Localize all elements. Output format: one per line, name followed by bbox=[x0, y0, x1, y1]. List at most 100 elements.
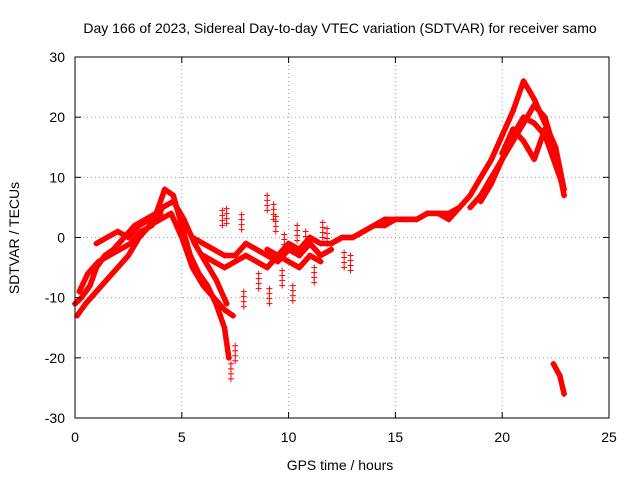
series-point bbox=[445, 210, 452, 217]
scatter-point bbox=[279, 282, 286, 289]
series-point bbox=[317, 258, 324, 265]
series-point bbox=[274, 252, 281, 259]
series-point bbox=[159, 204, 166, 211]
scatter-point bbox=[302, 243, 309, 250]
series-point bbox=[561, 390, 568, 397]
series-point bbox=[170, 192, 177, 199]
series-point bbox=[306, 252, 313, 259]
series-point bbox=[264, 264, 271, 271]
series-point bbox=[531, 102, 538, 109]
series-point bbox=[317, 240, 324, 247]
y-tick-label: -30 bbox=[45, 410, 65, 426]
y-tick-label: 30 bbox=[49, 49, 65, 65]
y-tick-label: -10 bbox=[45, 290, 65, 306]
series-point bbox=[136, 234, 143, 241]
series-point bbox=[202, 258, 209, 265]
series-point bbox=[114, 228, 121, 235]
series-point bbox=[200, 252, 207, 259]
series-point bbox=[232, 252, 239, 259]
series-point bbox=[221, 252, 228, 259]
series-point bbox=[210, 246, 217, 253]
series-point bbox=[178, 222, 185, 229]
series-point bbox=[148, 222, 155, 229]
series-point bbox=[146, 216, 153, 223]
x-tick-label: 10 bbox=[281, 429, 297, 445]
scatter-point bbox=[227, 375, 234, 382]
series-track-k bbox=[499, 126, 548, 163]
series-point bbox=[520, 138, 527, 145]
series-point bbox=[223, 300, 230, 307]
y-tick-label: 10 bbox=[49, 169, 65, 185]
series-track-i bbox=[467, 114, 565, 211]
series-point bbox=[84, 270, 91, 277]
y-tick-label: 20 bbox=[49, 109, 65, 125]
data-markers bbox=[72, 78, 568, 397]
series-point bbox=[509, 108, 516, 115]
series-point bbox=[189, 264, 196, 271]
series-point bbox=[104, 276, 111, 283]
chart-title: Day 166 of 2023, Sidereal Day-to-day VTE… bbox=[83, 20, 596, 36]
scatter-point bbox=[294, 237, 301, 244]
scatter-point bbox=[319, 234, 326, 241]
series-point bbox=[561, 192, 568, 199]
series-point bbox=[499, 132, 506, 139]
x-tick-label: 5 bbox=[178, 429, 186, 445]
series-track-e bbox=[189, 234, 335, 265]
series-point bbox=[541, 132, 548, 139]
series-point bbox=[104, 234, 111, 241]
series-point bbox=[509, 132, 516, 139]
series-point bbox=[264, 246, 271, 253]
scatter-point bbox=[311, 279, 318, 286]
series-point bbox=[178, 234, 185, 241]
series-point bbox=[221, 306, 228, 313]
series-point bbox=[317, 252, 324, 259]
scatter-point bbox=[238, 226, 245, 233]
series-point bbox=[157, 216, 164, 223]
x-tick-label: 25 bbox=[601, 429, 617, 445]
series-point bbox=[221, 264, 228, 271]
series-point bbox=[509, 138, 516, 145]
series-point bbox=[95, 258, 102, 265]
series-point bbox=[328, 240, 335, 247]
series-point bbox=[306, 234, 313, 241]
series-point bbox=[424, 210, 431, 217]
grid-lines bbox=[75, 57, 609, 418]
scatter-point bbox=[219, 222, 226, 229]
series-point bbox=[225, 354, 232, 361]
series-point bbox=[212, 276, 219, 283]
series-point bbox=[157, 210, 164, 217]
series-track-l bbox=[550, 361, 567, 397]
series-point bbox=[93, 288, 100, 295]
series-point bbox=[253, 246, 260, 253]
series-point bbox=[561, 186, 568, 193]
series-point bbox=[86, 282, 93, 289]
series-point bbox=[191, 240, 198, 247]
series-point bbox=[264, 252, 271, 259]
series-point bbox=[242, 252, 249, 259]
series-point bbox=[210, 294, 217, 301]
series-point bbox=[509, 126, 516, 133]
series-point bbox=[467, 204, 474, 211]
series-track-a bbox=[72, 186, 232, 361]
series-point bbox=[520, 78, 527, 85]
series-point bbox=[541, 126, 548, 133]
scatter-point bbox=[240, 303, 247, 310]
series-point bbox=[210, 258, 217, 265]
series-point bbox=[221, 324, 228, 331]
series-point bbox=[138, 228, 145, 235]
series-point bbox=[125, 252, 132, 259]
scatter-point bbox=[264, 207, 271, 214]
series-point bbox=[200, 240, 207, 247]
series-point bbox=[477, 192, 484, 199]
series-point bbox=[381, 222, 388, 229]
series-point bbox=[76, 288, 83, 295]
series-point bbox=[552, 162, 559, 169]
scatter-point bbox=[272, 228, 279, 235]
series-point bbox=[274, 258, 281, 265]
series-point bbox=[349, 234, 356, 241]
x-tick-label: 20 bbox=[494, 429, 510, 445]
series-point bbox=[93, 264, 100, 271]
series-point bbox=[189, 234, 196, 241]
series-point bbox=[556, 372, 563, 379]
scatter-point bbox=[223, 220, 230, 227]
